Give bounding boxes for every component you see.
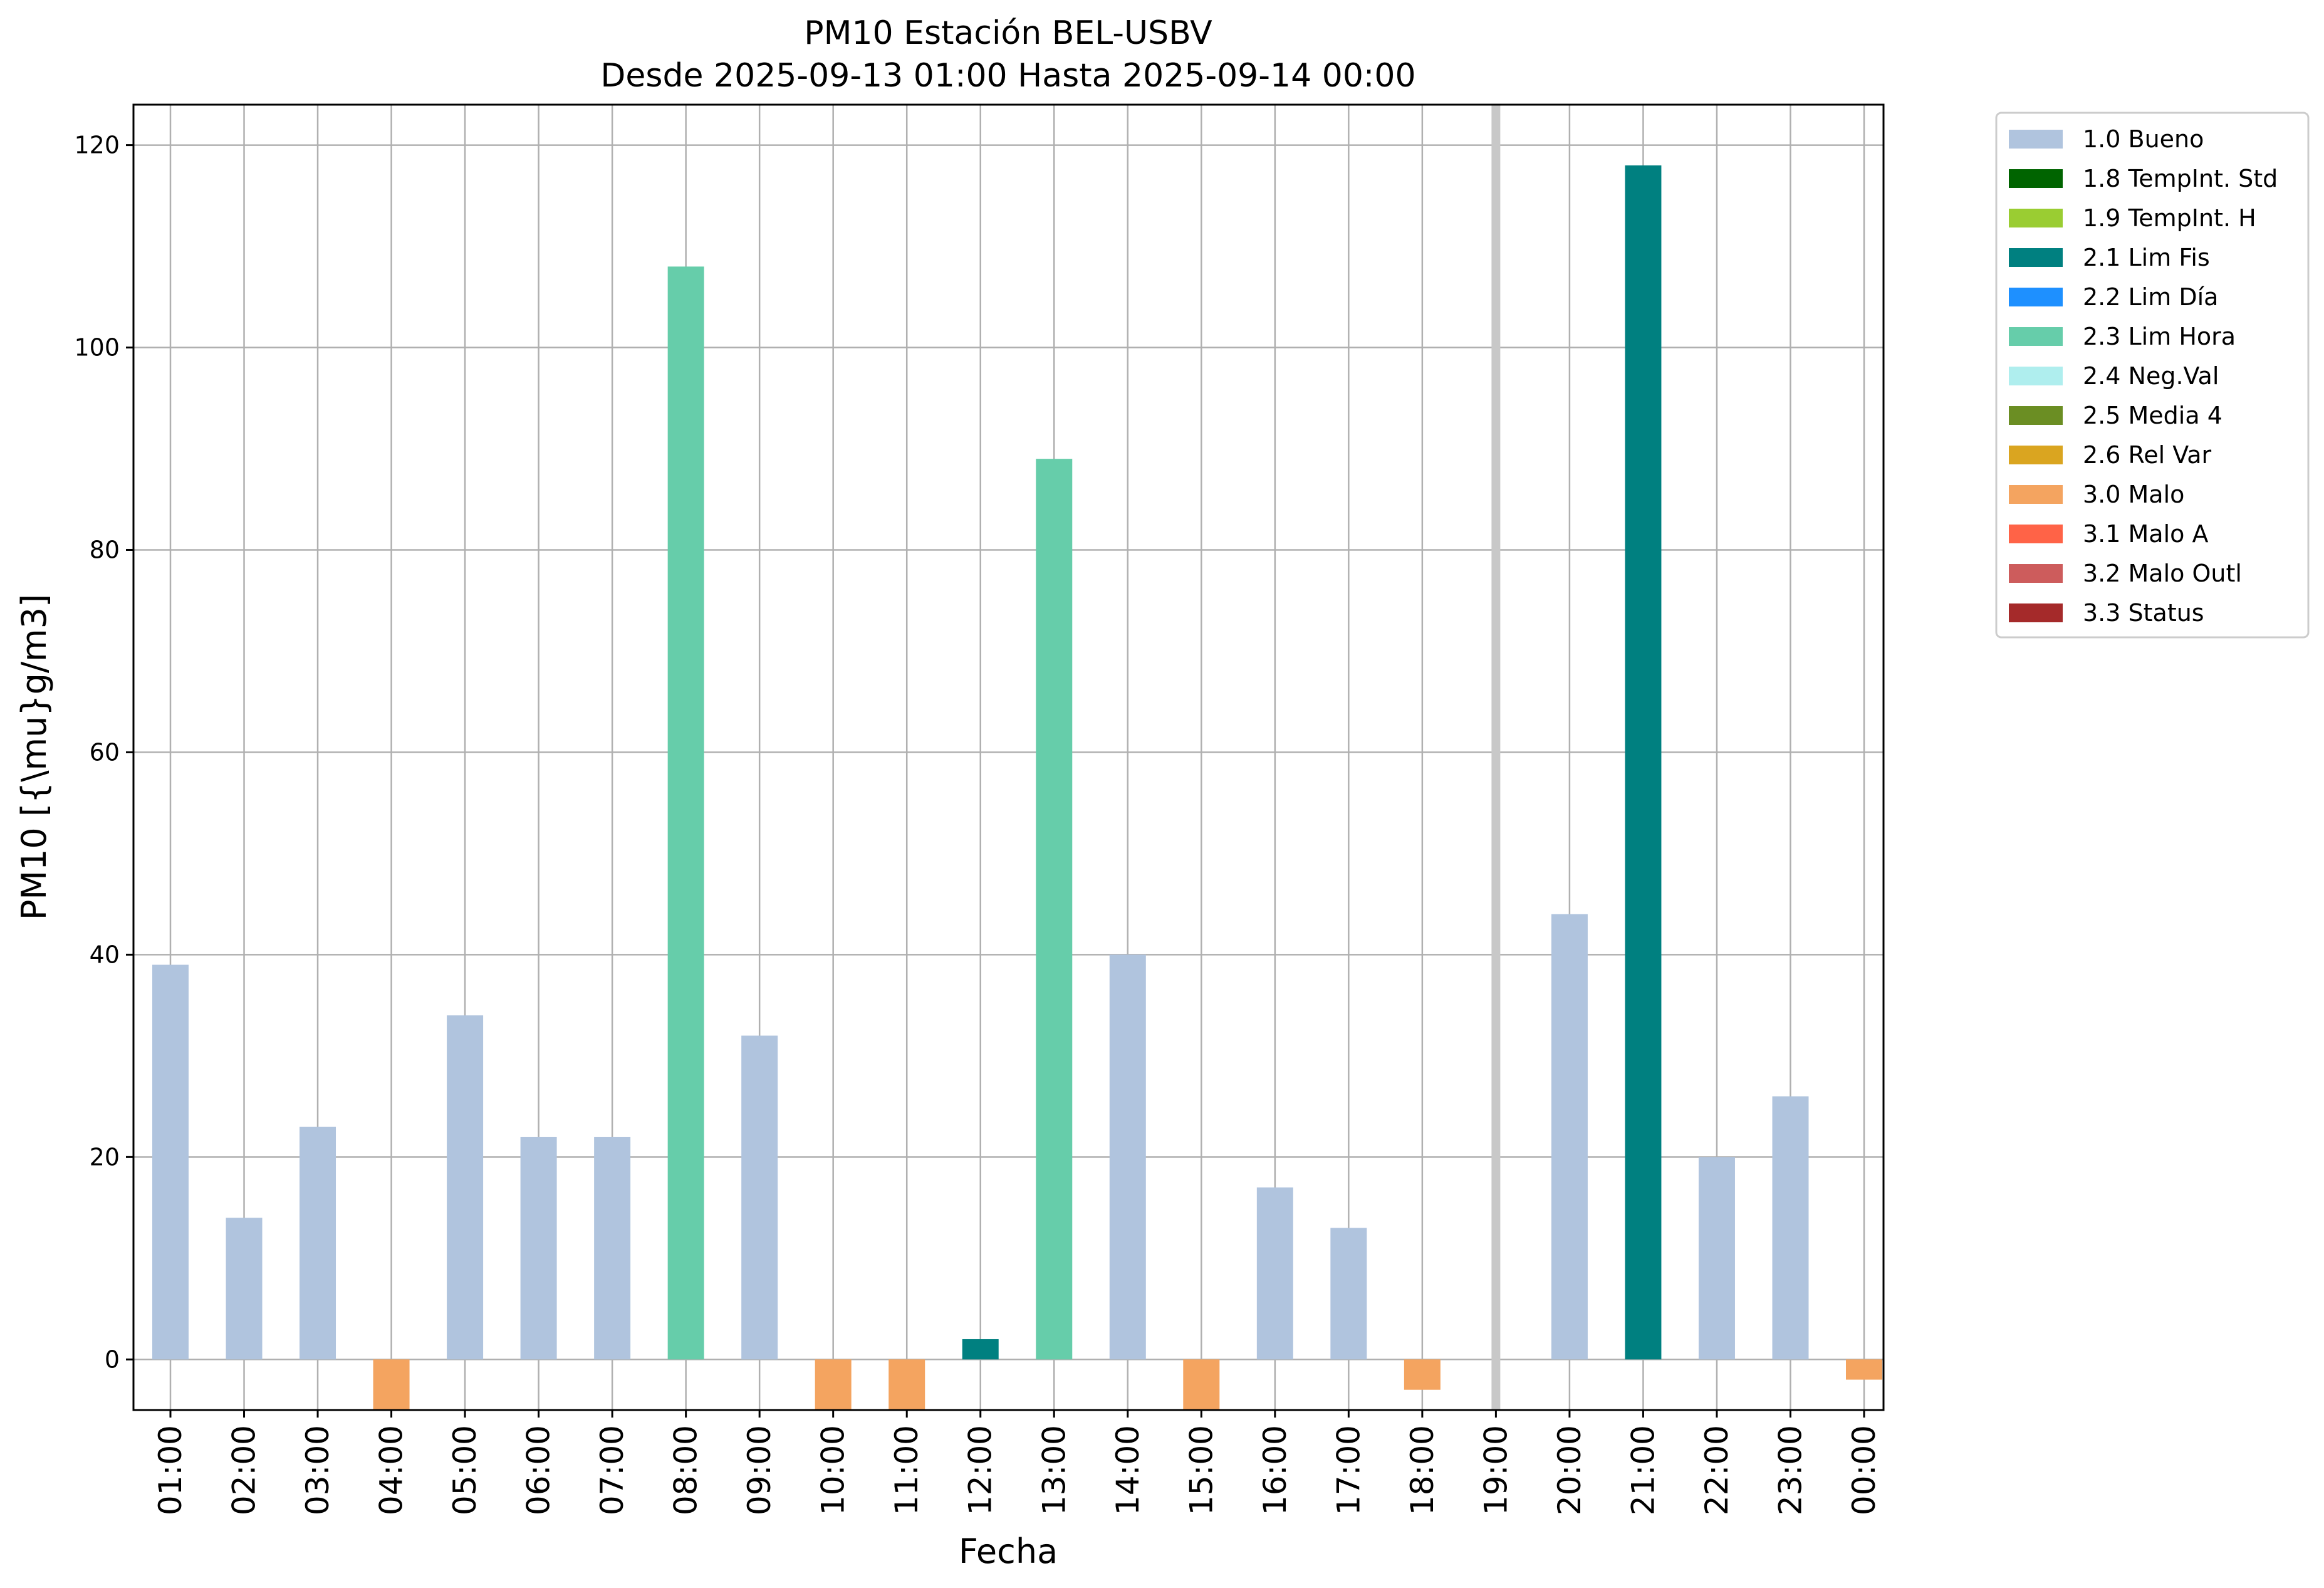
x-tick-label: 10:00	[815, 1425, 852, 1515]
y-ticks: 0 20 40 60 80 100 120	[74, 132, 133, 1373]
legend-label: 2.4 Neg.Val	[2083, 362, 2219, 390]
x-tick-label: 09:00	[741, 1425, 778, 1515]
x-ticks: 01:00 02:00 03:00 04:00 05:00 06:00 07:00 08:00…	[152, 1410, 1882, 1515]
legend-frame	[1995, 112, 2310, 639]
legend-swatch	[2009, 406, 2063, 425]
x-tick-label: 01:00	[152, 1425, 189, 1515]
x-tick-label: 20:00	[1551, 1425, 1588, 1515]
x-tick-label: 03:00	[300, 1425, 336, 1515]
bar-2300	[1772, 1096, 1809, 1360]
bar-1300	[1036, 459, 1073, 1360]
legend-label: 3.0 Malo	[2083, 481, 2184, 508]
x-tick-label: 23:00	[1772, 1425, 1808, 1515]
legend-label: 2.6 Rel Var	[2083, 441, 2212, 469]
bar-0800	[667, 266, 704, 1360]
legend-label: 2.5 Media 4	[2083, 402, 2222, 429]
bar-1400	[1109, 954, 1146, 1360]
legend-swatch	[2009, 367, 2063, 385]
legend-label: 1.8 TempInt. Std	[2083, 165, 2278, 192]
bar-0400	[373, 1359, 410, 1410]
y-tick-label: 80	[90, 536, 120, 563]
legend-swatch	[2009, 485, 2063, 504]
bar-0000	[1846, 1359, 1882, 1380]
bar-0200	[226, 1218, 263, 1360]
bar-0500	[447, 1015, 484, 1360]
bars-layer	[152, 165, 1882, 1410]
chart-title: PM10 Estación BEL-USBV	[804, 14, 1212, 52]
x-tick-label: 14:00	[1110, 1425, 1146, 1515]
legend-swatch	[2009, 564, 2063, 583]
legend-swatch	[2009, 603, 2063, 622]
legend-swatch	[2009, 248, 2063, 267]
x-tick-label: 15:00	[1183, 1425, 1219, 1515]
x-tick-label: 05:00	[447, 1425, 483, 1515]
x-tick-label: 02:00	[226, 1425, 263, 1515]
y-tick-label: 40	[90, 941, 120, 968]
bar-1000	[815, 1359, 852, 1410]
bar-1500	[1183, 1359, 1220, 1410]
x-tick-label: 12:00	[962, 1425, 999, 1515]
chart-subtitle: Desde 2025-09-13 01:00 Hasta 2025-09-14 …	[600, 57, 1415, 95]
grid-layer	[133, 105, 1884, 1410]
bar-1200	[962, 1339, 999, 1360]
bar-0100	[152, 964, 189, 1360]
x-tick-label: 19:00	[1477, 1425, 1514, 1515]
legend-swatch	[2009, 525, 2063, 543]
legend-label: 3.3 Status	[2083, 599, 2204, 627]
x-tick-label: 17:00	[1330, 1425, 1367, 1515]
x-tick-label: 11:00	[888, 1425, 925, 1515]
y-tick-label: 20	[90, 1143, 120, 1171]
bar-0900	[741, 1035, 778, 1360]
y-axis-label: PM10 [{\mu}g/m3]	[14, 594, 54, 920]
x-tick-label: 00:00	[1846, 1425, 1882, 1515]
x-tick-label: 04:00	[373, 1425, 410, 1515]
legend-swatch	[2009, 446, 2063, 464]
bar-2200	[1698, 1157, 1735, 1360]
legend-swatch	[2009, 169, 2063, 188]
y-tick-label: 60	[90, 738, 120, 766]
x-tick-label: 16:00	[1257, 1425, 1293, 1515]
x-axis-label: Fecha	[959, 1532, 1058, 1571]
legend-label: 3.1 Malo A	[2083, 520, 2208, 548]
legend: 1.0 Bueno 1.8 TempInt. Std 1.9 TempInt. H 2…	[1995, 112, 2310, 639]
x-tick-label: 07:00	[594, 1425, 630, 1515]
x-tick-label: 06:00	[521, 1425, 557, 1515]
marker-layer	[1491, 105, 1501, 1410]
bar-2100	[1625, 165, 1662, 1360]
bar-1600	[1256, 1187, 1293, 1360]
x-tick-label: 18:00	[1404, 1425, 1441, 1515]
legend-label: 2.3 Lim Hora	[2083, 323, 2236, 350]
plot-frame	[132, 103, 1885, 1411]
bar-1100	[888, 1359, 925, 1410]
y-tick-label: 100	[74, 334, 120, 362]
y-tick-label: 120	[74, 132, 120, 159]
legend-label: 3.2 Malo Outl	[2083, 560, 2242, 587]
legend-label: 2.1 Lim Fis	[2083, 244, 2210, 271]
legend-label: 1.0 Bueno	[2083, 125, 2204, 153]
bar-2000	[1551, 914, 1588, 1360]
legend-swatch	[2009, 327, 2063, 346]
legend-items: 1.0 Bueno 1.8 TempInt. Std 1.9 TempInt. H 2…	[2009, 125, 2278, 627]
y-tick-label: 0	[105, 1345, 120, 1373]
bar-0600	[520, 1137, 557, 1360]
legend-label: 1.9 TempInt. H	[2083, 204, 2256, 232]
bar-0300	[300, 1126, 336, 1360]
legend-label: 2.2 Lim Día	[2083, 283, 2218, 311]
bar-1700	[1330, 1228, 1367, 1360]
bar-0700	[594, 1137, 631, 1360]
legend-swatch	[2009, 288, 2063, 306]
x-tick-label: 08:00	[668, 1425, 704, 1515]
x-tick-label: 22:00	[1699, 1425, 1735, 1515]
x-tick-label: 13:00	[1036, 1425, 1072, 1515]
bar-1800	[1404, 1359, 1441, 1390]
x-tick-label: 21:00	[1625, 1425, 1661, 1515]
missing-data-marker	[1491, 105, 1501, 1410]
legend-swatch	[2009, 130, 2063, 149]
legend-swatch	[2009, 209, 2063, 227]
